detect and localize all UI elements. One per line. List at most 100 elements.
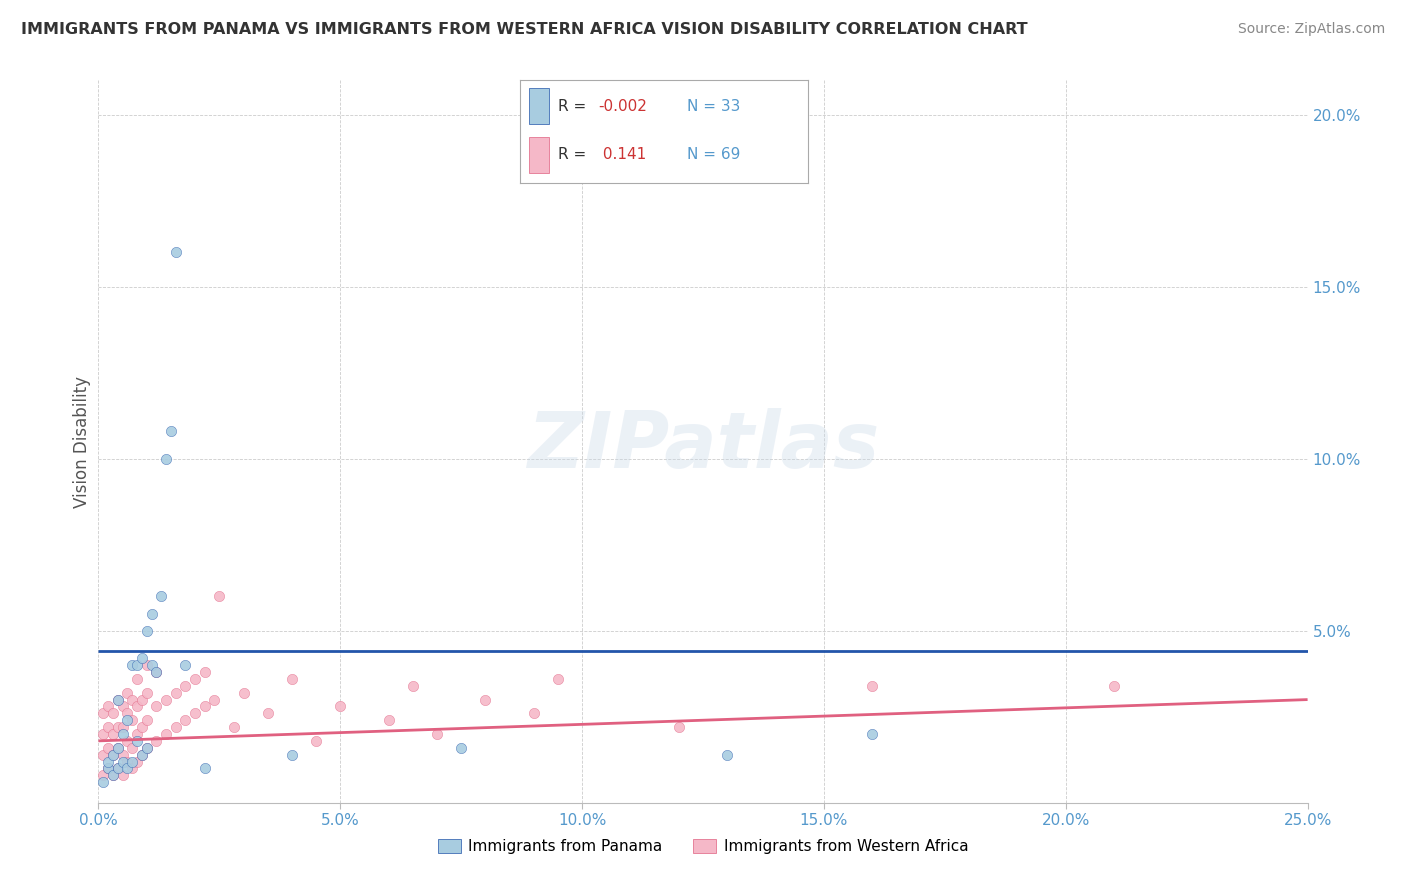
- Y-axis label: Vision Disability: Vision Disability: [73, 376, 91, 508]
- Point: [101, 768, 124, 782]
- Point: [127, 734, 149, 748]
- Point: [107, 740, 129, 755]
- Point: [256, 706, 278, 721]
- Point: [101, 706, 124, 721]
- Point: [121, 658, 143, 673]
- Point: [668, 720, 690, 734]
- Point: [111, 699, 134, 714]
- Point: [174, 713, 197, 727]
- Point: [174, 679, 197, 693]
- Point: [97, 720, 120, 734]
- Bar: [529, 136, 548, 173]
- Point: [135, 740, 157, 755]
- Point: [194, 699, 217, 714]
- Point: [329, 699, 352, 714]
- Point: [426, 727, 449, 741]
- Point: [131, 747, 153, 762]
- Text: IMMIGRANTS FROM PANAMA VS IMMIGRANTS FROM WESTERN AFRICA VISION DISABILITY CORRE: IMMIGRANTS FROM PANAMA VS IMMIGRANTS FRO…: [21, 22, 1028, 37]
- Point: [101, 747, 124, 762]
- Point: [716, 747, 738, 762]
- Point: [131, 747, 153, 762]
- Point: [121, 740, 143, 755]
- Point: [860, 727, 883, 741]
- Point: [155, 692, 177, 706]
- Point: [117, 713, 139, 727]
- Point: [135, 624, 157, 638]
- Point: [111, 720, 134, 734]
- Point: [135, 686, 157, 700]
- Point: [117, 686, 139, 700]
- Point: [450, 740, 472, 755]
- Point: [127, 699, 149, 714]
- Point: [184, 706, 207, 721]
- Point: [141, 607, 163, 621]
- Point: [145, 734, 167, 748]
- Point: [131, 651, 153, 665]
- Point: [860, 679, 883, 693]
- Point: [121, 713, 143, 727]
- Point: [97, 699, 120, 714]
- Point: [184, 672, 207, 686]
- Point: [97, 761, 120, 775]
- Point: [547, 672, 569, 686]
- Text: N = 69: N = 69: [688, 147, 741, 162]
- Point: [1102, 679, 1125, 693]
- Point: [97, 740, 120, 755]
- Point: [281, 672, 304, 686]
- Point: [121, 692, 143, 706]
- Point: [91, 775, 114, 789]
- Bar: [529, 88, 548, 124]
- Point: [281, 747, 304, 762]
- Point: [101, 727, 124, 741]
- Point: [194, 665, 217, 679]
- Point: [107, 692, 129, 706]
- Point: [131, 692, 153, 706]
- Point: [135, 740, 157, 755]
- Text: 0.141: 0.141: [598, 147, 647, 162]
- Point: [232, 686, 254, 700]
- Point: [377, 713, 399, 727]
- Point: [117, 734, 139, 748]
- Point: [101, 747, 124, 762]
- Point: [174, 658, 197, 673]
- Point: [97, 755, 120, 769]
- Point: [111, 768, 134, 782]
- Point: [117, 755, 139, 769]
- Point: [145, 665, 167, 679]
- Point: [145, 699, 167, 714]
- Point: [107, 761, 129, 775]
- Point: [208, 590, 231, 604]
- Point: [111, 747, 134, 762]
- Point: [145, 665, 167, 679]
- Text: ZIPatlas: ZIPatlas: [527, 408, 879, 484]
- Point: [127, 727, 149, 741]
- Point: [305, 734, 328, 748]
- Point: [222, 720, 245, 734]
- Point: [165, 720, 187, 734]
- Point: [121, 755, 143, 769]
- Point: [135, 713, 157, 727]
- Point: [165, 686, 187, 700]
- Point: [523, 706, 546, 721]
- Point: [165, 245, 187, 260]
- Point: [204, 692, 226, 706]
- Text: Source: ZipAtlas.com: Source: ZipAtlas.com: [1237, 22, 1385, 37]
- Point: [107, 761, 129, 775]
- Point: [111, 755, 134, 769]
- Point: [91, 747, 114, 762]
- Point: [135, 658, 157, 673]
- Point: [107, 740, 129, 755]
- Point: [155, 727, 177, 741]
- Text: N = 33: N = 33: [688, 99, 741, 114]
- Legend: Immigrants from Panama, Immigrants from Western Africa: Immigrants from Panama, Immigrants from …: [432, 833, 974, 860]
- Text: R =: R =: [558, 99, 586, 114]
- Point: [474, 692, 496, 706]
- Point: [101, 768, 124, 782]
- Point: [107, 692, 129, 706]
- Point: [91, 768, 114, 782]
- Text: R =: R =: [558, 147, 586, 162]
- Point: [131, 720, 153, 734]
- Point: [160, 424, 183, 438]
- Point: [155, 451, 177, 466]
- Point: [97, 761, 120, 775]
